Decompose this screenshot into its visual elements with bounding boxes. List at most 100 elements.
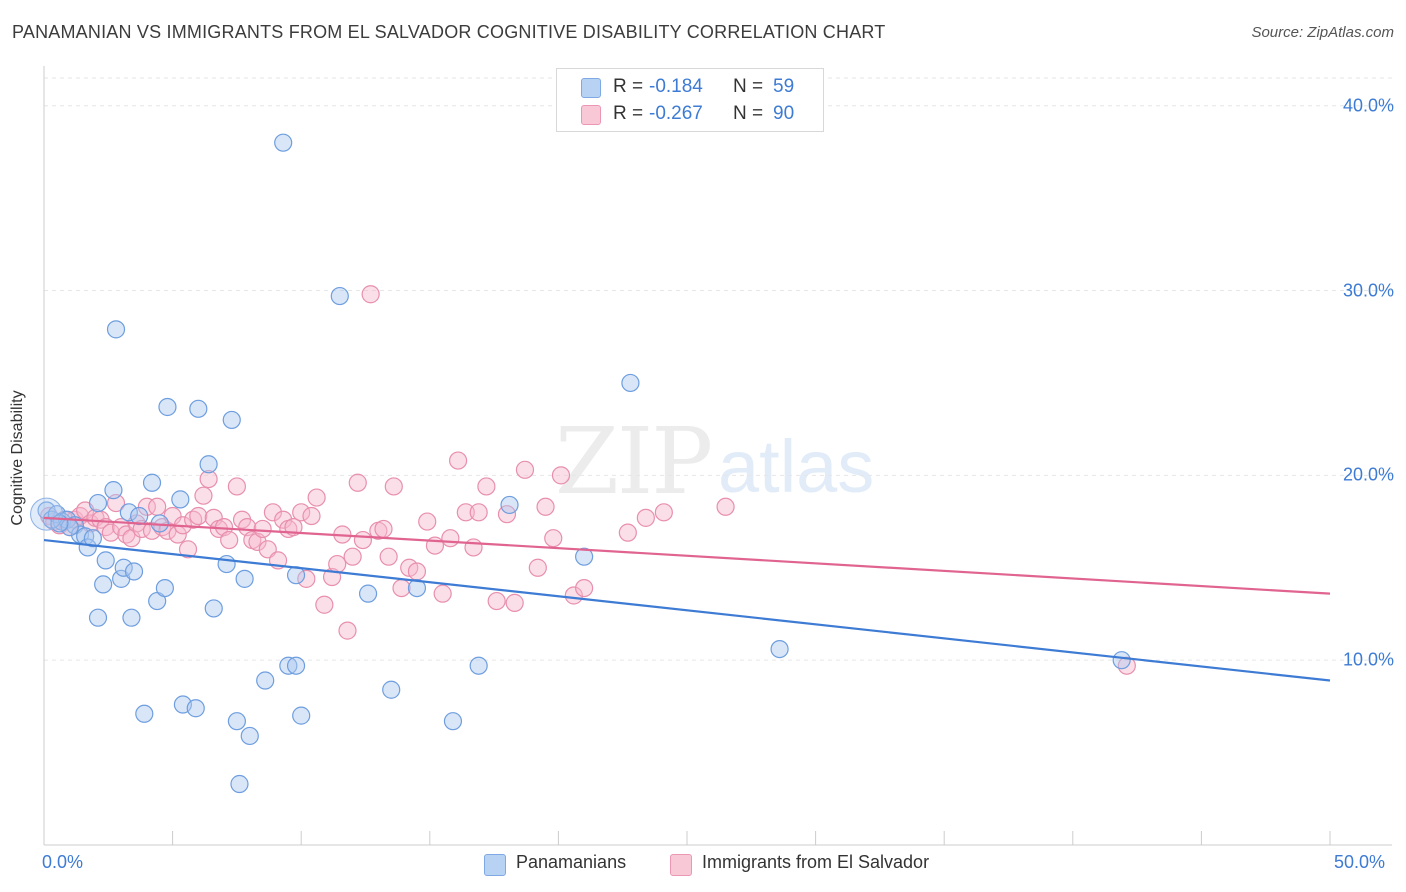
- point-immigrants: [464, 538, 483, 557]
- point-panamanians: [204, 599, 223, 618]
- series-immigrants-points: [40, 285, 1136, 675]
- point-immigrants: [392, 579, 411, 598]
- point-immigrants: [418, 512, 437, 531]
- point-panamanians: [94, 575, 113, 594]
- point-immigrants: [564, 586, 583, 605]
- point-immigrants: [302, 506, 321, 526]
- point-panamanians: [469, 656, 488, 675]
- point-panamanians: [500, 495, 519, 515]
- point-immigrants: [353, 530, 373, 550]
- point-panamanians: [96, 551, 115, 570]
- point-panamanians: [88, 493, 108, 513]
- point-immigrants: [536, 497, 555, 516]
- point-immigrants: [544, 529, 563, 548]
- point-immigrants: [258, 540, 277, 559]
- point-panamanians: [621, 373, 640, 393]
- point-immigrants: [515, 460, 535, 479]
- x-tick-label-min: 0.0%: [42, 852, 84, 872]
- point-panamanians: [155, 579, 174, 598]
- swatch-pink: [581, 105, 601, 125]
- point-immigrants: [477, 477, 496, 496]
- r-label: R =: [613, 103, 644, 124]
- y-tick-label: 20.0%: [1342, 464, 1394, 485]
- chart-source: Source: ZipAtlas.com: [1251, 24, 1394, 41]
- point-immigrants: [505, 593, 524, 612]
- point-panamanians: [124, 562, 144, 581]
- point-immigrants: [551, 466, 571, 485]
- point-panamanians: [330, 286, 349, 306]
- point-panamanians: [575, 547, 594, 566]
- point-panamanians: [130, 506, 149, 526]
- point-panamanians: [142, 473, 162, 492]
- point-immigrants: [448, 451, 468, 470]
- point-immigrants: [528, 558, 547, 577]
- point-immigrants: [338, 621, 357, 640]
- point-panamanians: [189, 399, 208, 418]
- point-immigrants: [487, 591, 506, 611]
- point-immigrants: [379, 547, 398, 566]
- legend-swatch-blue: [484, 854, 506, 876]
- point-immigrants: [194, 486, 213, 505]
- n-label: N =: [733, 103, 764, 124]
- point-panamanians: [122, 608, 141, 627]
- y-tick-label: 40.0%: [1342, 95, 1394, 116]
- point-immigrants: [137, 497, 156, 516]
- point-immigrants: [274, 510, 293, 529]
- point-panamanians: [158, 397, 177, 417]
- point-immigrants: [654, 503, 673, 522]
- point-immigrants: [315, 595, 334, 614]
- point-immigrants: [142, 521, 162, 540]
- point-immigrants: [441, 529, 460, 548]
- point-immigrants: [96, 518, 115, 537]
- point-panamanians: [443, 712, 463, 731]
- point-immigrants: [199, 469, 218, 489]
- point-immigrants: [456, 503, 475, 522]
- point-immigrants: [384, 477, 403, 496]
- trendline-immigrants: [43, 516, 1331, 595]
- point-immigrants: [263, 503, 283, 522]
- point-panamanians: [240, 726, 259, 746]
- point-immigrants: [307, 488, 326, 507]
- point-panamanians: [199, 455, 218, 474]
- point-panamanians: [88, 608, 108, 627]
- point-panamanians: [135, 704, 154, 723]
- n-label: N =: [733, 76, 764, 97]
- r-value: -0.184: [649, 76, 703, 97]
- point-panamanians: [222, 410, 241, 430]
- point-immigrants: [343, 547, 362, 566]
- point-panamanians: [78, 538, 97, 557]
- point-panamanians: [83, 529, 102, 548]
- watermark-atlas: atlas: [718, 425, 875, 508]
- point-panamanians: [119, 503, 138, 522]
- chart-title: PANAMANIAN VS IMMIGRANTS FROM EL SALVADO…: [12, 22, 886, 42]
- n-value: 90: [773, 103, 795, 124]
- point-panamanians: [106, 320, 126, 339]
- trend-lines: [43, 516, 1331, 682]
- legend-label: Panamanians: [516, 852, 627, 872]
- point-panamanians: [186, 699, 205, 718]
- x-tick-label-max: 50.0%: [1334, 852, 1386, 872]
- point-panamanians: [358, 584, 378, 603]
- point-panamanians: [407, 579, 427, 598]
- y-tick-label: 30.0%: [1342, 280, 1394, 301]
- point-immigrants: [328, 554, 347, 574]
- point-immigrants: [253, 519, 272, 539]
- axes: [43, 66, 1392, 846]
- point-immigrants: [204, 508, 223, 527]
- point-immigrants: [292, 503, 311, 522]
- point-immigrants: [348, 473, 367, 492]
- point-immigrants: [361, 285, 380, 304]
- point-immigrants: [575, 579, 594, 598]
- point-immigrants: [148, 497, 167, 516]
- point-panamanians: [171, 490, 190, 509]
- point-panamanians: [104, 481, 123, 500]
- point-panamanians: [286, 656, 306, 675]
- n-value: 59: [773, 76, 795, 97]
- point-panamanians: [279, 656, 298, 675]
- point-cluster-origin: [30, 497, 64, 531]
- point-panamanians: [1112, 651, 1131, 670]
- point-panamanians: [217, 554, 236, 574]
- point-immigrants: [433, 584, 452, 603]
- stats-row-panamanians: R = -0.184 N = 59: [557, 75, 823, 99]
- point-panamanians: [114, 558, 133, 577]
